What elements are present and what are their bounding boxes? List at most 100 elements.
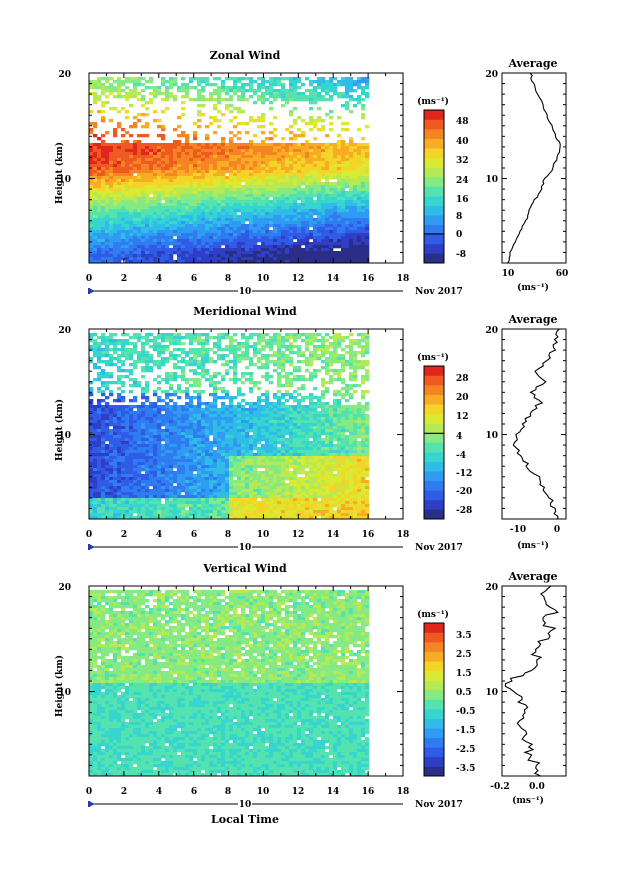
heatmap-cell <box>97 110 102 114</box>
heatmap-cell <box>309 354 314 358</box>
heatmap-cell <box>117 423 122 427</box>
heatmap-cell <box>185 260 190 264</box>
heatmap-cell <box>337 167 342 171</box>
heatmap-cell <box>233 134 238 138</box>
heatmap-cell <box>285 333 290 337</box>
heatmap-cell <box>149 170 154 174</box>
heatmap-cell <box>309 182 314 186</box>
heatmap-cell <box>237 345 242 349</box>
heatmap-cell <box>265 197 270 201</box>
heatmap-cell <box>149 92 154 96</box>
heatmap-cell <box>181 101 186 105</box>
heatmap-cell <box>181 351 186 355</box>
heatmap-cell <box>333 339 338 343</box>
heatmap-cell <box>317 420 322 424</box>
heatmap-cell <box>289 146 294 150</box>
heatmap-cell <box>197 188 202 192</box>
heatmap-cell <box>365 77 370 81</box>
heatmap-cell <box>357 146 362 150</box>
heatmap-cell <box>257 360 262 364</box>
heatmap-cell <box>297 164 302 168</box>
heatmap-cell <box>201 173 206 177</box>
heatmap-cell <box>141 248 146 252</box>
heatmap-cell <box>241 86 246 90</box>
heatmap-cell <box>333 92 338 96</box>
heatmap-cell <box>181 221 186 225</box>
heatmap-cell <box>317 173 322 177</box>
heatmap-cell <box>137 254 142 258</box>
heatmap-cell <box>337 345 342 349</box>
heatmap-cell <box>265 390 270 394</box>
heatmap-cell <box>89 333 94 337</box>
heatmap-cell <box>149 233 154 237</box>
heatmap-cell <box>273 360 278 364</box>
heatmap-cell <box>201 197 206 201</box>
heatmap-cell <box>349 351 354 355</box>
heatmap-cell <box>341 200 346 204</box>
heatmap-cell <box>201 152 206 156</box>
heatmap-cell <box>289 185 294 189</box>
heatmap-cell <box>173 227 178 231</box>
heatmap-cell <box>249 203 254 207</box>
heatmap-cell <box>117 227 122 231</box>
heatmap-cell <box>361 116 366 120</box>
heatmap-cell <box>361 215 366 219</box>
heatmap-cell <box>301 339 306 343</box>
heatmap-cell <box>297 239 302 243</box>
heatmap-cell <box>365 200 370 204</box>
heatmap-cell <box>301 423 306 427</box>
heatmap-cell <box>129 369 134 373</box>
heatmap-cell <box>229 345 234 349</box>
heatmap-cell <box>133 191 138 195</box>
heatmap-cell <box>293 152 298 156</box>
heatmap-cell <box>93 239 98 243</box>
heatmap-cell <box>329 405 334 409</box>
heatmap-cell <box>261 77 266 81</box>
heatmap-cell <box>97 408 102 412</box>
heatmap-cell <box>213 402 218 406</box>
heatmap-cell <box>97 203 102 207</box>
heatmap-cell <box>361 155 366 159</box>
heatmap-cell <box>93 215 98 219</box>
heatmap-cell <box>265 414 270 418</box>
heatmap-cell <box>153 405 158 409</box>
heatmap-cell <box>281 194 286 198</box>
heatmap-cell <box>161 185 166 189</box>
heatmap-cell <box>157 381 162 385</box>
heatmap-cell <box>345 161 350 165</box>
heatmap-cell <box>253 384 258 388</box>
heatmap-cell <box>249 185 254 189</box>
heatmap-cell <box>237 248 242 252</box>
heatmap-cell <box>145 336 150 340</box>
heatmap-cell <box>237 236 242 240</box>
heatmap-cell <box>289 200 294 204</box>
heatmap-cell <box>117 197 122 201</box>
heatmap-cell <box>97 378 102 382</box>
heatmap-cell <box>297 378 302 382</box>
heatmap-cell <box>361 414 366 418</box>
heatmap-cell <box>189 408 194 412</box>
heatmap-cell <box>145 230 150 234</box>
heatmap-cell <box>345 221 350 225</box>
heatmap-cell <box>225 242 230 246</box>
heatmap-cell <box>273 143 278 147</box>
heatmap-cell <box>217 206 222 210</box>
heatmap-cell <box>137 194 142 198</box>
heatmap-cell <box>165 167 170 171</box>
heatmap-cell <box>289 393 294 397</box>
heatmap-cell <box>141 89 146 93</box>
heatmap-cell <box>253 405 258 409</box>
heatmap-cell <box>293 176 298 180</box>
heatmap-cell <box>265 230 270 234</box>
heatmap-cell <box>217 260 222 264</box>
heatmap-cell <box>209 116 214 120</box>
heatmap-cell <box>357 179 362 183</box>
heatmap-cell <box>145 260 150 264</box>
heatmap-cell <box>117 185 122 189</box>
heatmap-cell <box>269 83 274 87</box>
heatmap-cell <box>309 179 314 183</box>
heatmap-cell <box>129 134 134 138</box>
heatmap-cell <box>237 420 242 424</box>
heatmap-cell <box>101 212 106 216</box>
heatmap-cell <box>169 200 174 204</box>
